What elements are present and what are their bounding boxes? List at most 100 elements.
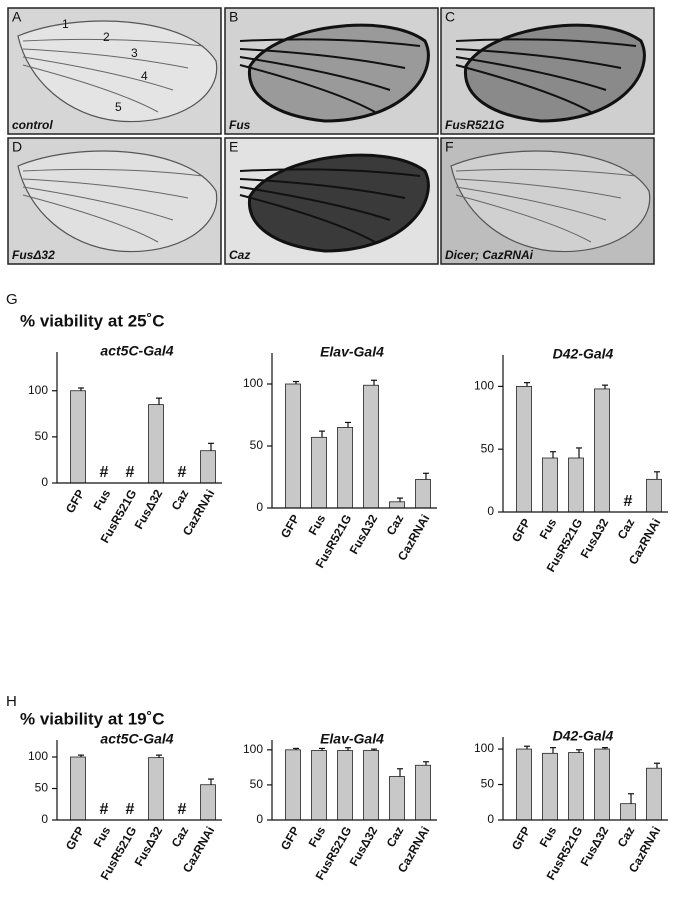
x-tick-label: GFP bbox=[509, 516, 533, 544]
y-tick-label: 0 bbox=[41, 812, 48, 826]
panel-label: control bbox=[12, 118, 53, 132]
bar bbox=[363, 384, 379, 509]
wing-vein bbox=[455, 186, 607, 221]
y-tick-label: 50 bbox=[481, 777, 495, 791]
y-tick-label: 0 bbox=[256, 500, 263, 514]
x-tick-label: Fus bbox=[91, 487, 114, 513]
wing-vein bbox=[239, 48, 406, 69]
y-tick-label: 50 bbox=[35, 429, 49, 443]
panel-letter: A bbox=[12, 9, 22, 25]
panel-letter: C bbox=[445, 9, 455, 25]
x-tick-label: Fus bbox=[306, 512, 329, 538]
bar bbox=[311, 436, 327, 509]
bar bbox=[415, 764, 431, 821]
y-tick-label: 100 bbox=[474, 741, 494, 755]
y-tick-label: 100 bbox=[28, 749, 48, 763]
x-tick-label: Fus bbox=[91, 824, 114, 850]
chart-title: act5C-Gal4 bbox=[100, 343, 173, 359]
section-letter: H bbox=[6, 693, 17, 710]
x-tick-label: Caz bbox=[169, 824, 192, 849]
wing-vein bbox=[22, 194, 159, 243]
x-tick-label: GFP bbox=[278, 512, 302, 540]
panel-letter: E bbox=[229, 139, 238, 155]
section-letter: G bbox=[6, 291, 18, 308]
bar bbox=[200, 784, 216, 821]
lethal-marker: # bbox=[178, 801, 187, 818]
vein-number: 4 bbox=[141, 69, 148, 83]
bar bbox=[594, 388, 610, 513]
bar bbox=[389, 501, 405, 509]
bar bbox=[594, 748, 610, 821]
bar bbox=[646, 767, 662, 821]
bar bbox=[415, 479, 431, 509]
bar bbox=[568, 457, 584, 513]
y-tick-label: 0 bbox=[487, 812, 494, 826]
bar bbox=[200, 450, 216, 484]
y-tick-label: 50 bbox=[250, 438, 264, 452]
wing-vein bbox=[239, 168, 421, 177]
bar bbox=[542, 457, 558, 513]
bar bbox=[285, 749, 301, 821]
bar bbox=[516, 385, 532, 513]
y-tick-label: 100 bbox=[474, 379, 494, 393]
vein-number: 1 bbox=[62, 17, 69, 31]
lethal-marker: # bbox=[100, 801, 109, 818]
bar bbox=[148, 757, 164, 821]
chart-title: Elav-Gal4 bbox=[320, 344, 384, 360]
x-tick-label: Caz bbox=[169, 487, 192, 512]
wing-vein bbox=[239, 56, 391, 91]
x-tick-label: Caz bbox=[384, 824, 407, 849]
x-tick-label: GFP bbox=[63, 487, 87, 515]
lethal-marker: # bbox=[100, 464, 109, 481]
wing bbox=[17, 150, 218, 253]
wing-vein bbox=[239, 194, 376, 243]
panel-label: FusR521G bbox=[445, 118, 504, 132]
wing-vein bbox=[239, 186, 391, 221]
wing bbox=[247, 153, 430, 253]
wing-vein bbox=[455, 48, 622, 69]
wing-vein bbox=[455, 194, 592, 243]
wing-vein bbox=[22, 168, 204, 177]
wing-vein bbox=[22, 64, 159, 113]
bar bbox=[285, 383, 301, 509]
bar bbox=[70, 390, 86, 484]
wing-vein bbox=[22, 178, 189, 199]
chart-title: act5C-Gal4 bbox=[100, 731, 173, 747]
bar bbox=[337, 750, 353, 821]
panel-label: FusΔ32 bbox=[12, 248, 55, 262]
panel-label: Fus bbox=[229, 118, 251, 132]
panel-label: Caz bbox=[229, 248, 250, 262]
x-tick-label: Fus bbox=[306, 824, 329, 850]
bar bbox=[646, 478, 662, 513]
wing-vein bbox=[22, 186, 174, 221]
bar bbox=[516, 748, 532, 821]
wing-vein bbox=[239, 38, 421, 47]
panel-letter: D bbox=[12, 139, 22, 155]
wing-vein bbox=[239, 178, 406, 199]
vein-number: 3 bbox=[131, 46, 138, 60]
y-tick-label: 50 bbox=[481, 441, 495, 455]
x-tick-label: Caz bbox=[615, 516, 638, 541]
bar bbox=[363, 750, 379, 821]
x-tick-label: GFP bbox=[509, 824, 533, 852]
vein-number: 5 bbox=[115, 100, 122, 114]
bar bbox=[542, 752, 558, 821]
y-tick-label: 100 bbox=[28, 383, 48, 397]
wing-vein bbox=[455, 168, 637, 177]
wing-vein bbox=[22, 38, 204, 47]
wing-vein bbox=[455, 56, 607, 91]
panel-letter: B bbox=[229, 9, 238, 25]
y-tick-label: 50 bbox=[250, 777, 264, 791]
wing-vein bbox=[455, 38, 637, 47]
bar bbox=[568, 752, 584, 821]
bar bbox=[620, 803, 636, 821]
section-title: % viability at 19˚C bbox=[20, 709, 165, 728]
x-tick-label: GFP bbox=[63, 824, 87, 852]
x-tick-label: Caz bbox=[384, 512, 407, 537]
bar bbox=[337, 426, 353, 509]
wing-vein bbox=[455, 64, 592, 113]
panel-letter: F bbox=[445, 139, 454, 155]
lethal-marker: # bbox=[126, 801, 135, 818]
wing bbox=[463, 23, 646, 123]
